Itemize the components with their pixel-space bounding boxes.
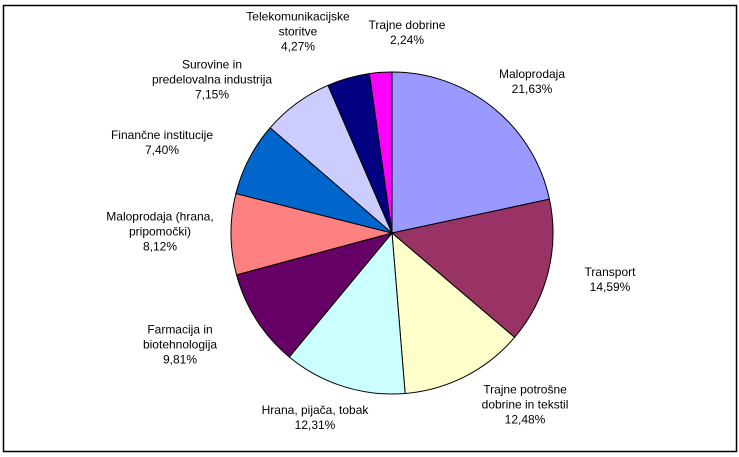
slice-label: Maloprodaja (hrana, pripomočki) 8,12% — [106, 210, 213, 255]
slice-label: Farmacija in biotehnologija 9,81% — [143, 323, 217, 368]
category-label: Hrana, pijača, tobak — [261, 403, 369, 417]
slice-label: Finančne institucije 7,40% — [111, 128, 213, 158]
pie-slice — [368, 71, 393, 234]
slice-label: Surovine in predelovalna industrija 7,15% — [152, 58, 272, 103]
pie-slice — [390, 198, 554, 339]
pie-slice — [235, 232, 394, 358]
slice-label: Trajne potrošne dobrine in tekstil 12,48% — [482, 383, 569, 428]
value-label: 7,15% — [194, 87, 230, 102]
value-label: 21,63% — [511, 82, 553, 96]
category-label: Surovine in predelovalna industrija — [151, 57, 273, 87]
pie-slice — [288, 231, 406, 395]
category-label: Trajne potrošne dobrine in tekstil — [481, 382, 569, 412]
slice-label: Transport 14,59% — [585, 265, 636, 295]
category-label: Telekomunikacijske storitve — [246, 9, 350, 39]
pie-slice — [391, 71, 550, 234]
category-label: Finančne institucije — [110, 128, 214, 142]
category-label: Maloprodaja — [498, 67, 566, 81]
value-label: 8,12% — [142, 239, 178, 254]
value-label: 12,48% — [504, 412, 546, 427]
slice-label: Trajne dobrine 2,24% — [369, 18, 446, 48]
slice-label: Maloprodaja 21,63% — [499, 67, 565, 97]
value-label: 14,59% — [589, 280, 631, 294]
value-label: 4,27% — [280, 39, 316, 54]
category-label: Maloprodaja (hrana, pripomočki) — [106, 209, 214, 239]
category-label: Trajne dobrine — [368, 18, 446, 32]
category-label: Farmacija in biotehnologija — [142, 322, 218, 352]
category-label: Transport — [584, 265, 636, 279]
pie-slice — [391, 231, 516, 395]
slice-label: Hrana, pijača, tobak 12,31% — [262, 403, 369, 433]
value-label: 9,81% — [162, 352, 198, 367]
value-label: 7,40% — [144, 143, 180, 157]
value-label: 2,24% — [389, 33, 425, 47]
slice-label: Telekomunikacijske storitve 4,27% — [246, 10, 349, 55]
value-label: 12,31% — [294, 418, 336, 432]
